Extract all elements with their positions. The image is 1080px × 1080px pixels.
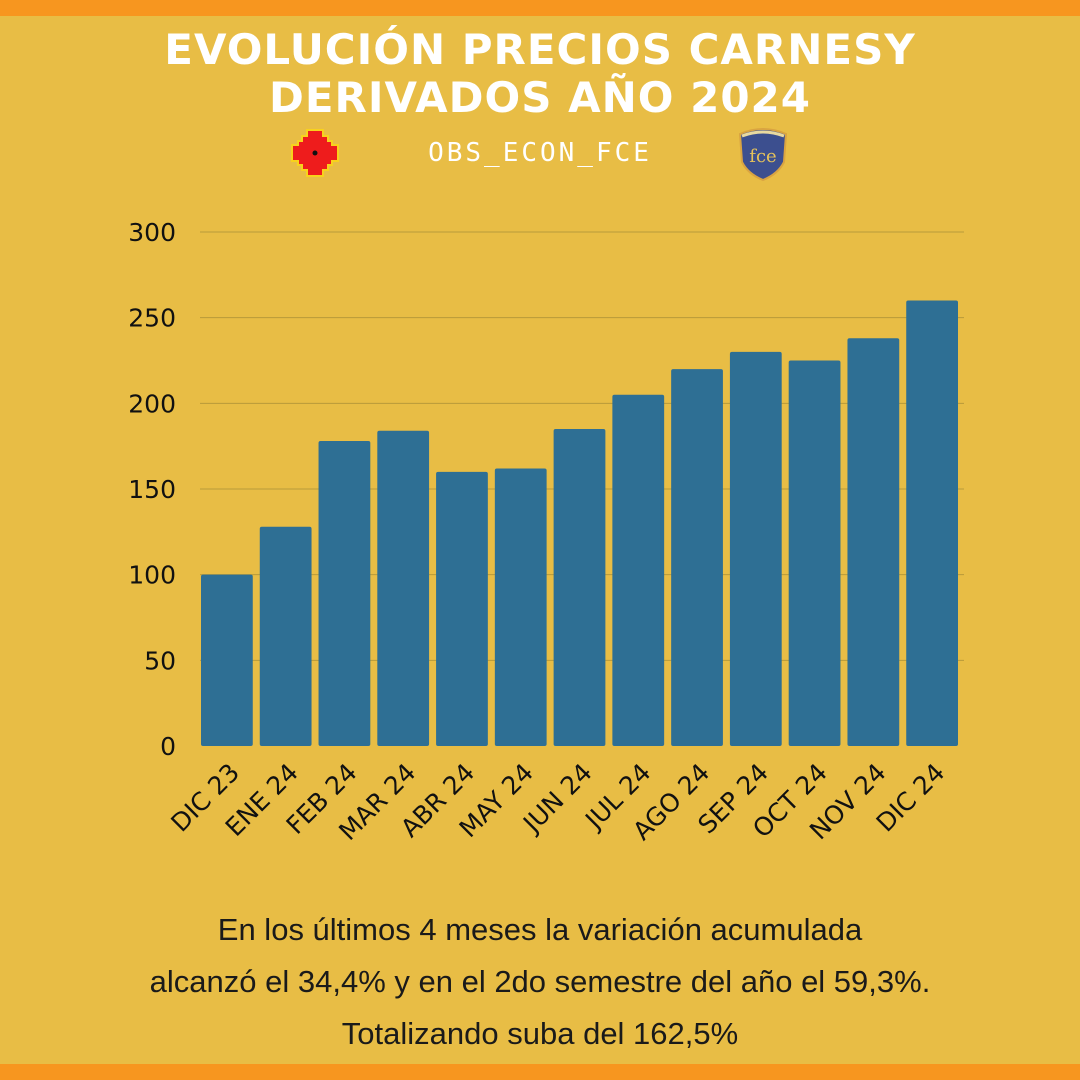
bars (201, 300, 958, 746)
bar-ago-24 (671, 369, 723, 746)
footer-line-3: Totalizando suba del 162,5% (341, 1016, 739, 1051)
y-tick-label: 150 (128, 475, 176, 504)
bar-dic-24 (906, 300, 958, 746)
bar-sep-24 (729, 351, 782, 746)
bar-ene-24 (259, 526, 312, 746)
footer-line-2: alcanzó el 34,4% y en el 2do semestre de… (149, 964, 931, 999)
fce-shield-logo-icon: fce (738, 128, 788, 182)
y-tick-label: 50 (144, 646, 176, 675)
bar-mar-24 (377, 430, 430, 746)
handle-text: OBS_ECON_FCE (428, 138, 652, 168)
logo-text: fce (749, 146, 776, 167)
top-border (0, 0, 1080, 16)
title-line-2: DERIVADOS AÑO 2024 (269, 73, 811, 122)
footer-line-1: En los últimos 4 meses la variación acum… (217, 912, 863, 947)
y-tick-label: 250 (128, 304, 176, 333)
bar-may-24 (494, 468, 547, 746)
title-line-1: EVOLUCIÓN PRECIOS CARNESY (164, 25, 916, 74)
bar-jun-24 (553, 429, 606, 746)
bar-abr-24 (436, 471, 488, 746)
y-tick-label: 100 (128, 561, 176, 590)
footer-note: En los últimos 4 meses la variación acum… (40, 904, 1040, 1060)
bar-oct-24 (788, 360, 841, 746)
bar-jul-24 (612, 394, 665, 746)
brand-row: OBS_ECON_FCE fce (0, 124, 1080, 184)
bar-nov-24 (847, 338, 900, 746)
bottom-border (0, 1064, 1080, 1080)
y-tick-label: 0 (160, 732, 176, 761)
bar-dic-23 (201, 574, 253, 746)
y-tick-label: 300 (128, 218, 176, 247)
chart-title: EVOLUCIÓN PRECIOS CARNESY DERIVADOS AÑO … (40, 26, 1040, 122)
red-cross-icon (291, 129, 339, 177)
y-tick-label: 200 (128, 389, 176, 418)
bar-feb-24 (318, 441, 371, 746)
y-axis-ticks: 0 50 100 150 200 250 300 (128, 218, 176, 761)
